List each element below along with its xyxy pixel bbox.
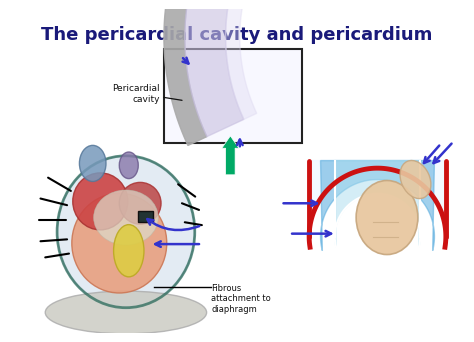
Ellipse shape: [119, 152, 138, 179]
Bar: [138, 211, 154, 222]
Text: Fibrous
attachment to
diaphragm: Fibrous attachment to diaphragm: [211, 284, 271, 314]
Polygon shape: [335, 160, 420, 247]
Text: Pericardial
cavity: Pericardial cavity: [112, 84, 160, 104]
Ellipse shape: [72, 193, 167, 293]
Ellipse shape: [73, 173, 128, 230]
Polygon shape: [320, 160, 435, 251]
Ellipse shape: [400, 160, 431, 199]
FancyArrow shape: [222, 136, 239, 175]
Polygon shape: [309, 160, 446, 237]
Polygon shape: [164, 0, 235, 145]
Ellipse shape: [45, 291, 207, 334]
Ellipse shape: [119, 182, 161, 224]
Ellipse shape: [57, 156, 195, 308]
Text: The pericardial cavity and pericardium: The pericardial cavity and pericardium: [41, 26, 433, 44]
Polygon shape: [185, 0, 267, 137]
Polygon shape: [226, 0, 278, 119]
Ellipse shape: [356, 181, 418, 254]
Bar: [164, 49, 301, 144]
Ellipse shape: [114, 225, 144, 277]
Ellipse shape: [80, 145, 106, 182]
Ellipse shape: [94, 190, 158, 245]
